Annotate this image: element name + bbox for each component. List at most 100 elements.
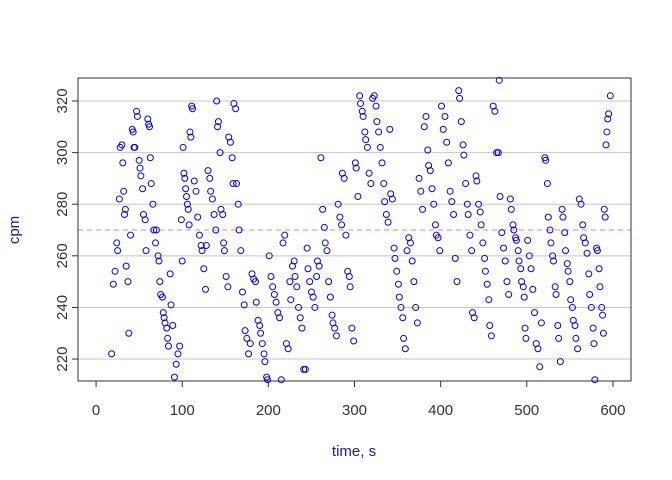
point [276, 314, 284, 322]
point [290, 257, 298, 265]
point [239, 288, 247, 296]
point [149, 200, 157, 208]
point [386, 125, 394, 133]
point [412, 303, 420, 311]
y-tick-label: 300 [54, 140, 71, 165]
point [362, 136, 370, 144]
point [306, 278, 314, 286]
point [152, 239, 160, 247]
point [298, 324, 306, 332]
point [174, 350, 182, 358]
point [178, 257, 186, 265]
point [417, 187, 425, 195]
point [542, 156, 550, 164]
point [567, 296, 575, 304]
point [113, 239, 121, 247]
point [182, 185, 190, 193]
point [354, 192, 362, 200]
x-tick-label: 600 [600, 402, 625, 419]
point [176, 342, 184, 350]
point [431, 221, 439, 229]
point [345, 272, 353, 280]
point [551, 283, 559, 291]
point [137, 172, 145, 180]
point [519, 283, 527, 291]
point [372, 102, 380, 110]
point [394, 280, 402, 288]
point [139, 185, 147, 193]
point [240, 301, 248, 309]
point [436, 247, 444, 255]
point [325, 278, 333, 286]
point [204, 167, 212, 175]
point [313, 272, 321, 280]
y-tick-label: 240 [54, 295, 71, 320]
point [466, 231, 474, 239]
point [206, 174, 214, 182]
point [169, 322, 177, 330]
point [356, 92, 364, 100]
point [483, 280, 491, 288]
point [222, 272, 230, 280]
point [232, 180, 240, 188]
point [363, 143, 371, 151]
point [521, 324, 529, 332]
point [420, 123, 428, 131]
point [235, 226, 243, 234]
point [595, 265, 603, 273]
point [172, 360, 180, 368]
point [258, 340, 266, 348]
point [376, 143, 384, 151]
point [358, 107, 366, 115]
point [338, 221, 346, 229]
y-axis-title: cpm [6, 216, 23, 244]
point [348, 324, 356, 332]
point [415, 174, 423, 182]
point [585, 270, 593, 278]
point [228, 154, 236, 162]
point [534, 345, 542, 353]
point [552, 291, 560, 299]
point [524, 236, 532, 244]
point [346, 283, 354, 291]
point [514, 247, 522, 255]
point [214, 118, 222, 126]
point [525, 252, 533, 260]
point [111, 267, 119, 275]
point [154, 252, 162, 260]
point [441, 112, 449, 120]
point [340, 174, 348, 182]
point [207, 187, 215, 195]
point [391, 254, 399, 262]
point [264, 376, 272, 384]
point [517, 265, 525, 273]
point [331, 324, 339, 332]
point [367, 180, 375, 188]
point [328, 311, 336, 319]
point [245, 350, 253, 358]
point [547, 239, 555, 247]
point [495, 76, 503, 84]
point [422, 112, 430, 120]
point [156, 278, 164, 286]
point [531, 309, 539, 317]
point [350, 337, 358, 345]
point [463, 200, 471, 208]
point [558, 205, 566, 213]
point [190, 177, 198, 185]
point [184, 205, 192, 213]
point [568, 303, 576, 311]
point [158, 293, 166, 301]
point [183, 200, 191, 208]
point [237, 247, 245, 255]
point [326, 293, 334, 301]
point [267, 272, 275, 280]
point [399, 314, 407, 322]
point [563, 260, 571, 268]
point [272, 298, 280, 306]
point [485, 296, 493, 304]
point [546, 226, 554, 234]
point [606, 92, 614, 100]
point [559, 213, 567, 221]
